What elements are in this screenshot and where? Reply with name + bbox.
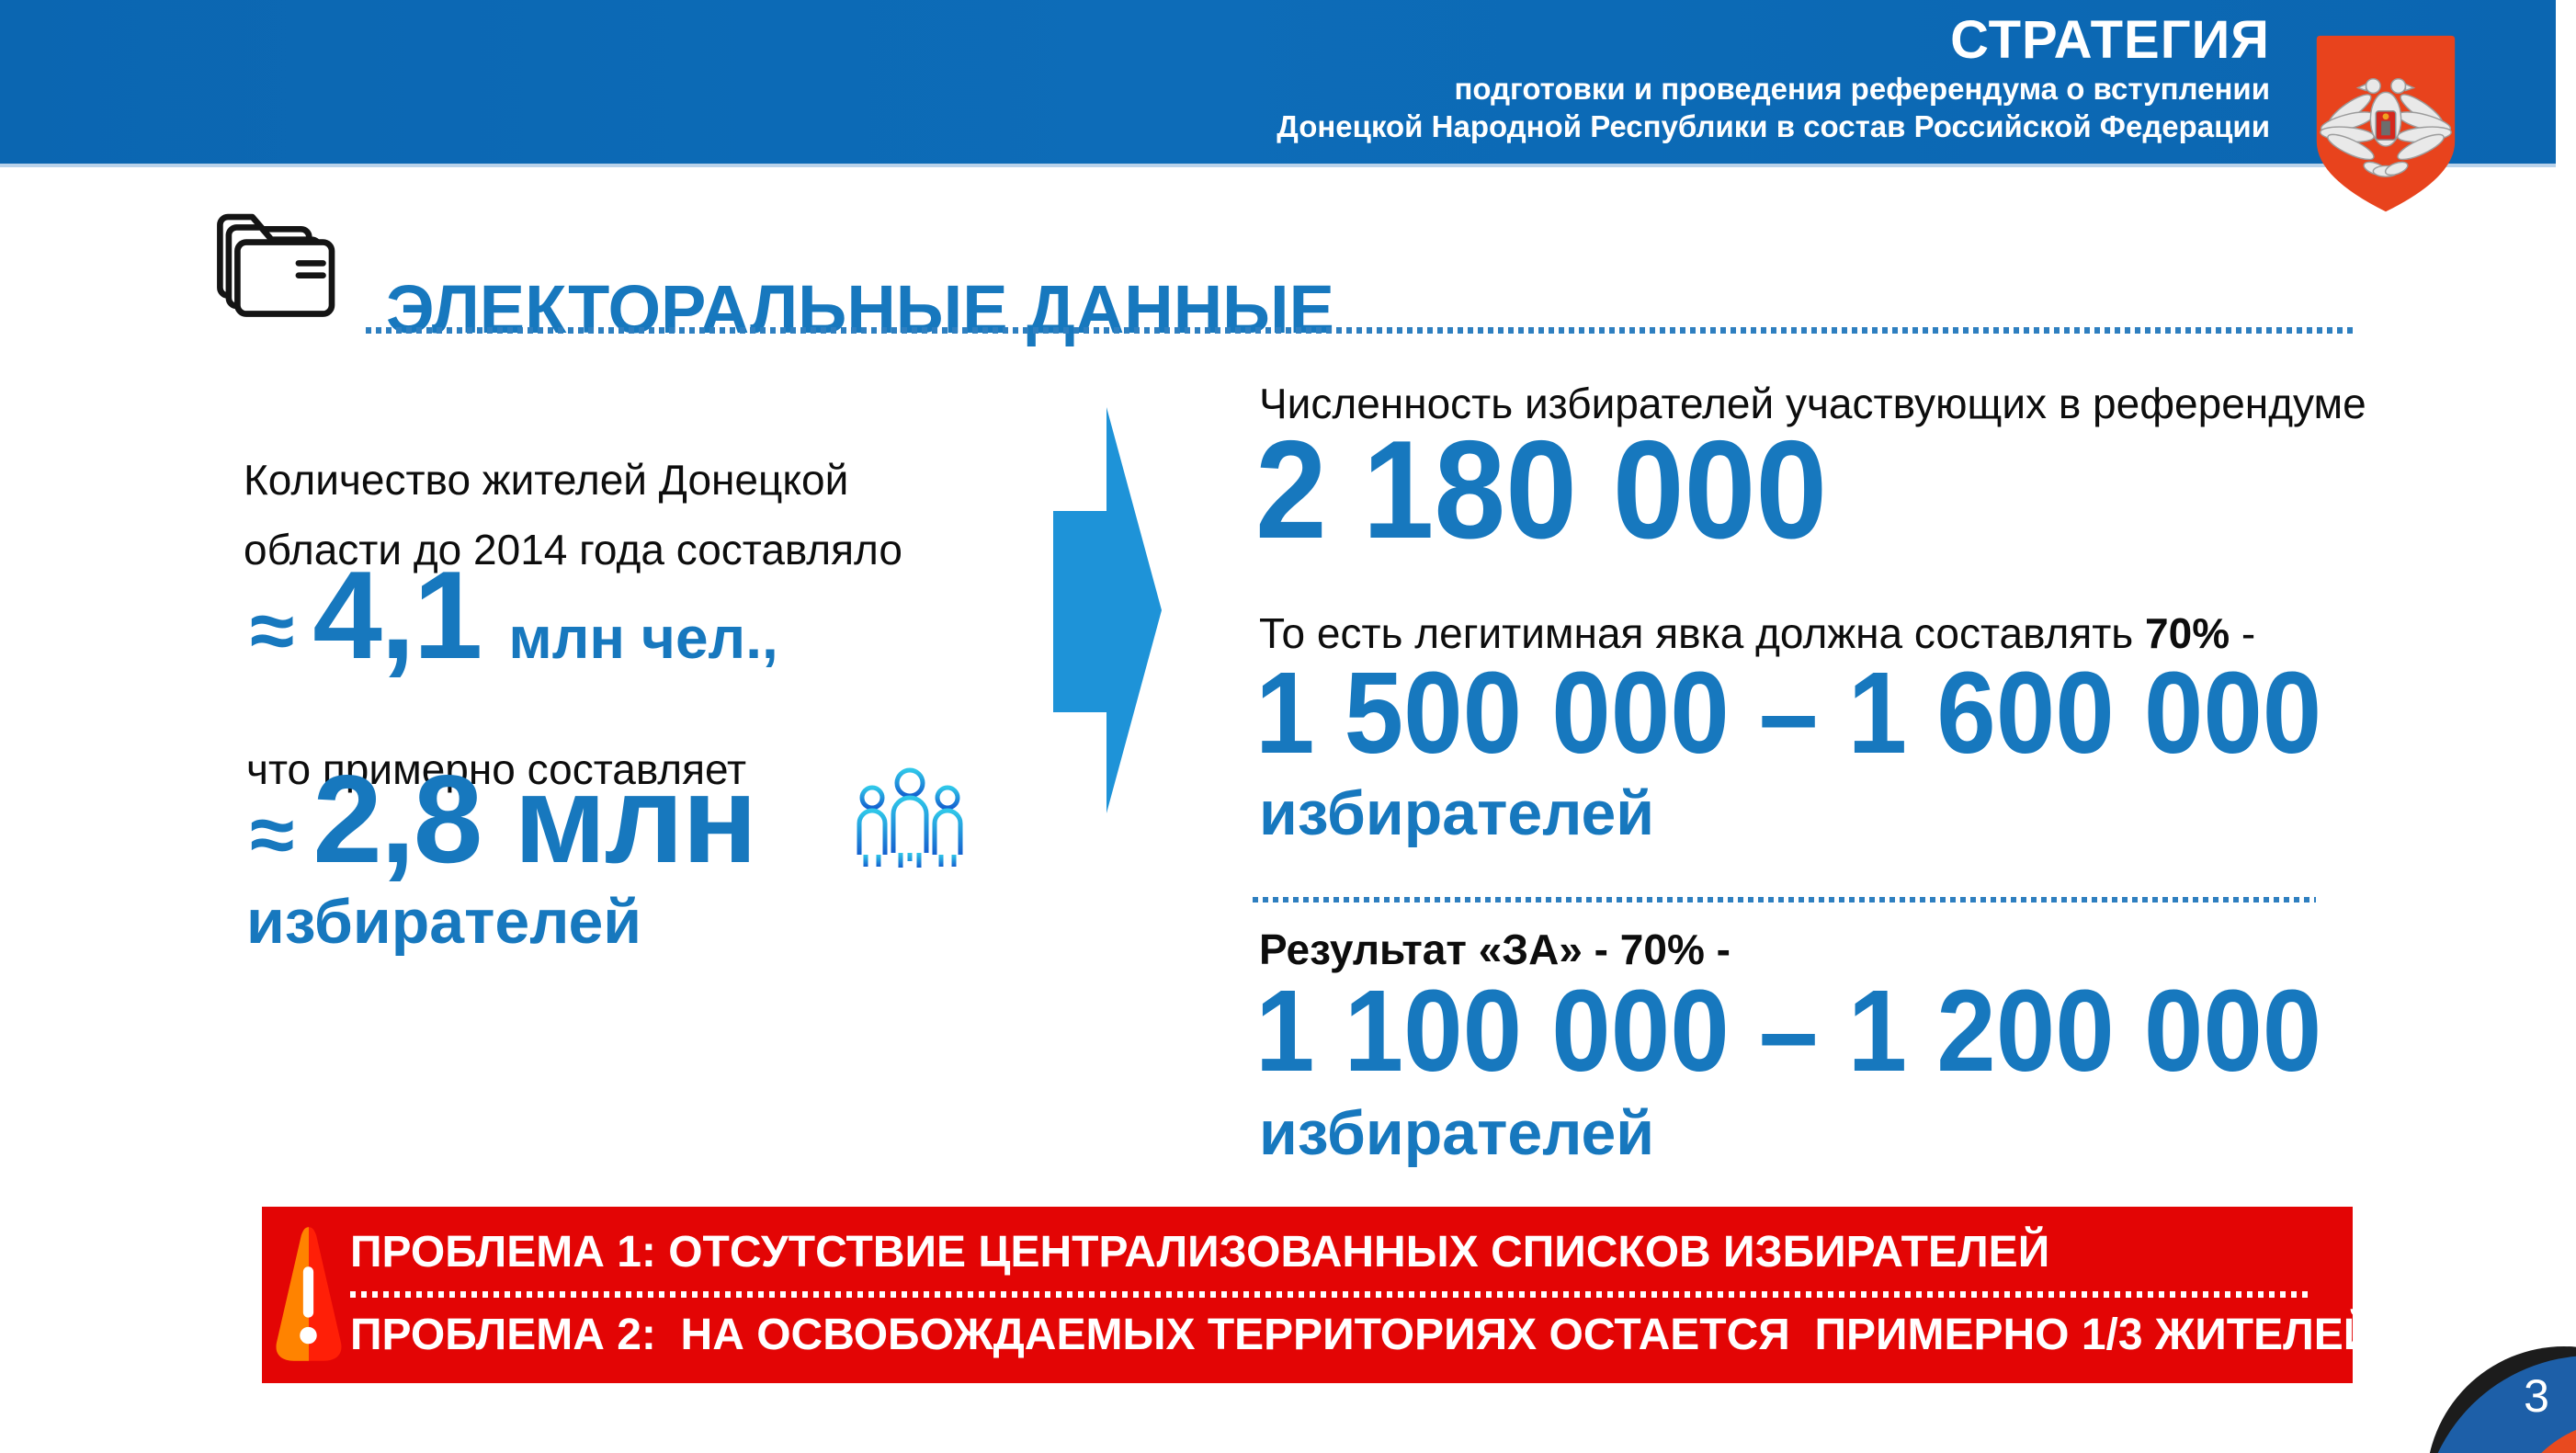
approx-sign: ≈: [250, 585, 295, 675]
turnout-label: Численность избирателей участвующих в ре…: [1259, 380, 2366, 427]
right-dotted-divider: [1253, 897, 2316, 902]
voters-figure: ≈ 2,8 млн: [250, 749, 757, 889]
turnout-value: 2 180 000: [1255, 412, 1828, 568]
population-value: 4,1: [312, 545, 482, 685]
problems-banner: ПРОБЛЕМА 1: ОТСУТСТВИЕ ЦЕНТРАЛИЗОВАННЫХ …: [262, 1207, 2388, 1383]
legit-label-percent: 70%: [2145, 609, 2230, 657]
population-unit: млн чел.,: [508, 605, 778, 671]
header-text-block: СТРАТЕГИЯ подготовки и проведения рефере…: [1277, 10, 2270, 146]
voters-label: избирателей: [246, 887, 642, 957]
approx-sign: ≈: [250, 789, 295, 880]
problem-1-text: ПРОБЛЕМА 1: ОТСУТСТВИЕ ЦЕНТРАЛИЗОВАННЫХ …: [350, 1228, 2050, 1277]
corner-decoration: [2429, 1346, 2576, 1453]
legit-turnout-label: То есть легитимная явка должна составлят…: [1259, 608, 2255, 658]
voters-value: 2,8 млн: [312, 749, 757, 889]
page-title: ЭЛЕКТОРАЛЬНЫЕ ДАННЫЕ: [386, 270, 1334, 347]
right-arrow-shape: [1053, 407, 1162, 813]
folders-icon: [217, 213, 335, 317]
warning-exclamation-icon: [276, 1227, 342, 1361]
problem-2-text: ПРОБЛЕМА 2: НА ОСВОБОЖДАЕМЫХ ТЕРРИТОРИЯХ…: [350, 1311, 2388, 1359]
strategy-subtitle-line2: Донецкой Народной Республики в состав Ро…: [1277, 108, 2270, 143]
legit-label-prefix: То есть легитимная явка должна составлят…: [1259, 609, 2146, 657]
header-bar: СТРАТЕГИЯ подготовки и проведения рефере…: [0, 0, 2556, 167]
legit-turnout-range: 1 500 000 – 1 600 000: [1255, 648, 2322, 778]
dnr-coat-of-arms-icon: [2316, 35, 2456, 212]
result-range: 1 100 000 – 1 200 000: [1255, 966, 2322, 1095]
result-label: Результат «ЗА» - 70% -: [1259, 925, 1731, 973]
title-dotted-rule: [366, 327, 2356, 334]
result-unit: избирателей: [1259, 1098, 1655, 1168]
legit-turnout-unit: избирателей: [1259, 778, 1655, 848]
banner-dotted-divider: [350, 1291, 2309, 1298]
legit-label-suffix: -: [2230, 609, 2256, 657]
conversion-note-text: что примерно составляет: [246, 745, 747, 793]
page-number: 3: [2524, 1370, 2549, 1422]
population-intro-text: Количество жителей Донецкой области до 2…: [244, 456, 902, 574]
population-figure: ≈ 4,1 млн чел.,: [250, 550, 778, 681]
strategy-title: СТРАТЕГИЯ: [1950, 10, 2270, 70]
voters-group-icon: [857, 767, 963, 868]
strategy-subtitle-line1: подготовки и проведения референдума о вс…: [1454, 71, 2270, 106]
